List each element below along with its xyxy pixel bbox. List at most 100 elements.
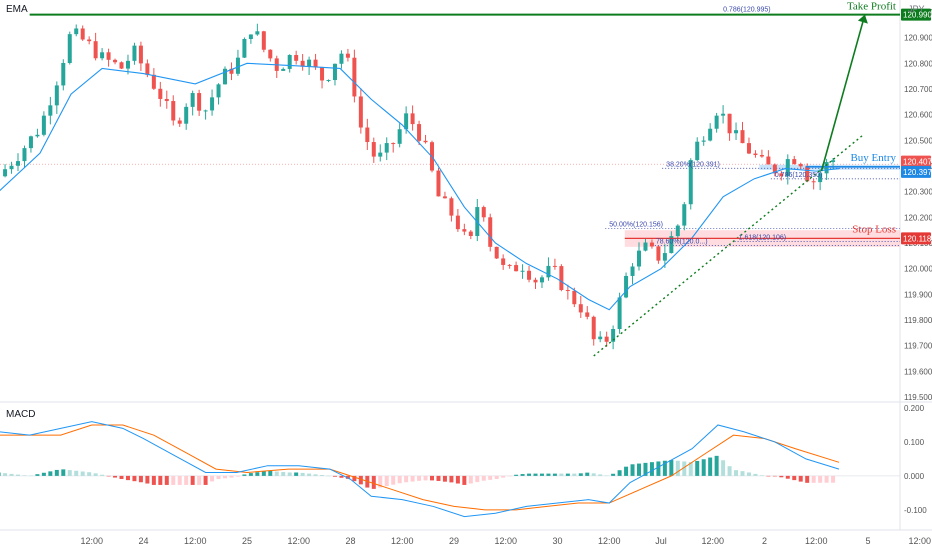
candle-body — [753, 153, 758, 156]
macd-histogram-bar — [753, 473, 758, 476]
candle-body — [533, 279, 538, 283]
candle-body — [611, 329, 616, 342]
macd-histogram-bar — [818, 475, 823, 483]
candle-body — [688, 160, 693, 205]
current-price-tag-bg — [901, 155, 931, 168]
time-tick-label: 12:00 — [287, 536, 310, 546]
macd-histogram-bar — [54, 469, 59, 476]
macd-histogram-bar — [48, 471, 53, 476]
macd-histogram-bar — [9, 473, 14, 476]
macd-histogram-bar — [345, 475, 350, 479]
macd-histogram-bar — [74, 470, 79, 476]
macd-histogram-bar — [507, 475, 512, 477]
candle-body — [734, 130, 739, 134]
candle-body — [339, 53, 344, 64]
macd-histogram-bar — [339, 475, 344, 478]
stop-loss-label: Stop Loss — [852, 223, 896, 235]
macd-histogram-bar — [708, 457, 713, 476]
candle-body — [617, 297, 622, 330]
candle-body — [591, 316, 596, 340]
time-tick-label: 25 — [242, 536, 252, 546]
candle-body — [67, 34, 72, 63]
price-tick-label: 120.300 — [904, 188, 932, 197]
candle-body — [235, 57, 240, 74]
macd-histogram-bar — [494, 475, 499, 479]
candle-body — [604, 336, 609, 342]
macd-histogram-bar — [649, 462, 654, 476]
candle-body — [507, 264, 512, 266]
candle-body — [539, 277, 544, 283]
macd-histogram-bar — [391, 475, 396, 485]
macd-histogram-bar — [604, 475, 609, 476]
candle-body — [125, 60, 130, 69]
price-tick-label: 120.200 — [904, 213, 932, 222]
candle-body — [22, 148, 27, 162]
macd-histogram-bar — [287, 472, 292, 476]
macd-histogram-bar — [326, 475, 331, 477]
macd-histogram-bar — [798, 475, 803, 482]
macd-histogram-bar — [268, 471, 273, 476]
price-tick-label: 119.900 — [904, 290, 932, 299]
time-tick-label: 12:00 — [908, 536, 931, 546]
candle-body — [300, 60, 305, 67]
candle-body — [578, 304, 583, 313]
candle-body — [365, 127, 370, 143]
candle-body — [87, 39, 92, 42]
macd-histogram-bar — [527, 473, 532, 476]
indicator-label: EMA — [6, 4, 28, 15]
stop-loss-tag-bg — [901, 232, 931, 245]
macd-histogram-bar — [662, 460, 667, 476]
candle-body — [831, 160, 836, 163]
candle-body — [462, 229, 467, 232]
macd-line — [0, 421, 840, 518]
macd-histogram-bar — [811, 475, 816, 483]
macd-histogram-bar — [378, 475, 383, 488]
time-tick-label: 12:00 — [391, 536, 414, 546]
candle-body — [61, 62, 66, 86]
macd-histogram-bar — [184, 475, 189, 485]
candle-body — [184, 106, 189, 124]
macd-histogram-bar — [792, 475, 797, 481]
candle-body — [132, 45, 137, 61]
macd-histogram-bar — [539, 473, 544, 476]
macd-histogram-bar — [320, 475, 325, 476]
candle-body — [417, 124, 422, 141]
candle-body — [378, 152, 383, 157]
macd-histogram-bar — [436, 475, 441, 481]
macd-histogram-bar — [177, 475, 182, 485]
candle-body — [779, 173, 784, 177]
price-tick-label: 120.800 — [904, 59, 932, 68]
macd-histogram-bar — [229, 475, 234, 478]
candle-body — [106, 52, 111, 60]
macd-histogram-bar — [688, 462, 693, 476]
candle-body — [675, 225, 680, 237]
candle-body — [151, 74, 156, 89]
time-tick-label: 12:00 — [701, 536, 724, 546]
macd-histogram-bar — [151, 475, 156, 485]
candle-body — [746, 143, 751, 154]
candle-body — [138, 45, 143, 64]
macd-label: MACD — [6, 409, 36, 420]
candle-body — [216, 84, 221, 98]
price-tick-label: 120.600 — [904, 111, 932, 120]
candle-body — [223, 68, 228, 85]
time-tick-label: 12:00 — [494, 536, 517, 546]
candle-body — [371, 142, 376, 157]
candle-body — [520, 270, 525, 272]
candle-body — [158, 88, 163, 99]
time-tick-label: 29 — [449, 536, 459, 546]
candle-body — [624, 275, 629, 298]
candle-body — [119, 62, 124, 69]
candle-body — [294, 55, 299, 61]
macd-histogram-bar — [740, 471, 745, 476]
buy-entry-tag-bg — [901, 165, 931, 178]
macd-histogram-bar — [430, 475, 435, 481]
macd-histogram-bar — [785, 475, 790, 479]
candle-body — [287, 55, 292, 69]
macd-histogram-bar — [669, 460, 674, 476]
candle-body — [332, 63, 337, 81]
macd-histogram-bar — [423, 475, 428, 481]
candle-body — [552, 265, 557, 267]
candle-body — [514, 265, 519, 272]
macd-histogram-bar — [397, 475, 402, 484]
